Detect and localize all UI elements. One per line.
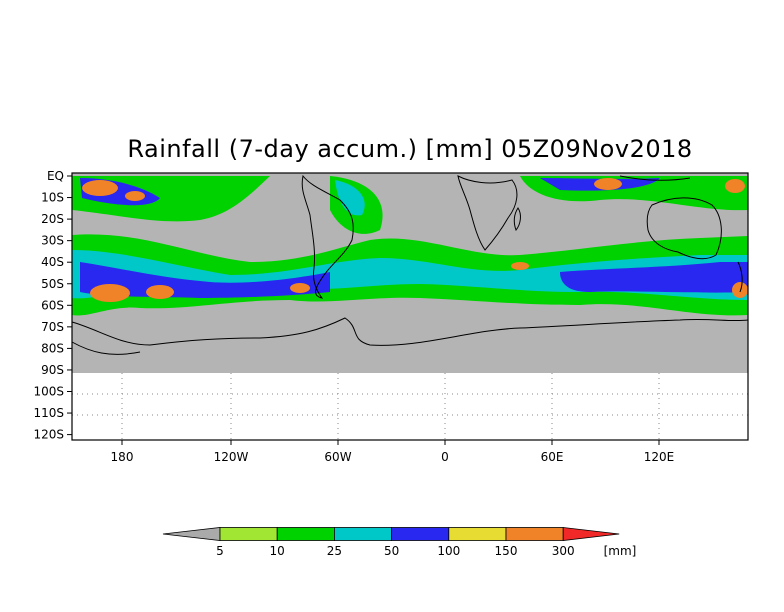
- lat-label: 40S: [41, 255, 64, 269]
- lon-label: 60E: [541, 450, 564, 464]
- lat-label: 110S: [33, 406, 64, 420]
- longitude-axis: 180 120W 60W 0 60E 120E: [111, 440, 675, 464]
- colorbar-segment: [448, 527, 507, 541]
- colorbar-unit: [mm]: [604, 544, 637, 558]
- colorbar-under-arrow: [162, 527, 221, 541]
- lat-label: 10S: [41, 191, 64, 205]
- lon-label: 180: [111, 450, 134, 464]
- rain-field: [72, 176, 748, 316]
- lat-label: 30S: [41, 234, 64, 248]
- colorbar-segment: [276, 527, 335, 541]
- lon-label: 120W: [214, 450, 249, 464]
- colorbar-over-arrow: [562, 527, 620, 541]
- colorbar-segment: [333, 527, 392, 541]
- colorbar-label: 5: [216, 544, 224, 558]
- lat-label: 80S: [41, 341, 64, 355]
- colorbar-label: 100: [437, 544, 460, 558]
- colorbar-label: 10: [270, 544, 285, 558]
- colorbar-label: 300: [552, 544, 575, 558]
- lat-label: 20S: [41, 212, 64, 226]
- colorbar-segment: [219, 527, 278, 541]
- colorbar-label: 50: [384, 544, 399, 558]
- grid-lines: [72, 373, 748, 440]
- lat-label: 60S: [41, 298, 64, 312]
- colorbar-label: 25: [327, 544, 342, 558]
- lat-label: EQ: [47, 169, 64, 183]
- lon-label: 0: [441, 450, 449, 464]
- colorbar: 5 10 25 50 100 150 300 [mm]: [162, 527, 637, 558]
- lat-label: 50S: [41, 277, 64, 291]
- coastlines: [71, 174, 749, 355]
- lat-label: 70S: [41, 320, 64, 334]
- lat-label: 90S: [41, 363, 64, 377]
- colorbar-segment: [391, 527, 450, 541]
- latitude-axis: EQ 10S 20S 30S 40S 50S 60S 70S 80S 90S 100S 110S 120…: [33, 169, 72, 442]
- lon-label: 120E: [644, 450, 675, 464]
- plot-frame: [71, 172, 749, 441]
- map-title: Rainfall (7-day accum.) [mm] 05Z09Nov201…: [127, 135, 693, 163]
- lat-label: 120S: [33, 428, 64, 442]
- colorbar-label: 150: [495, 544, 518, 558]
- colorbar-segment: [505, 527, 564, 541]
- lon-label: 60W: [324, 450, 351, 464]
- lat-label: 100S: [33, 385, 64, 399]
